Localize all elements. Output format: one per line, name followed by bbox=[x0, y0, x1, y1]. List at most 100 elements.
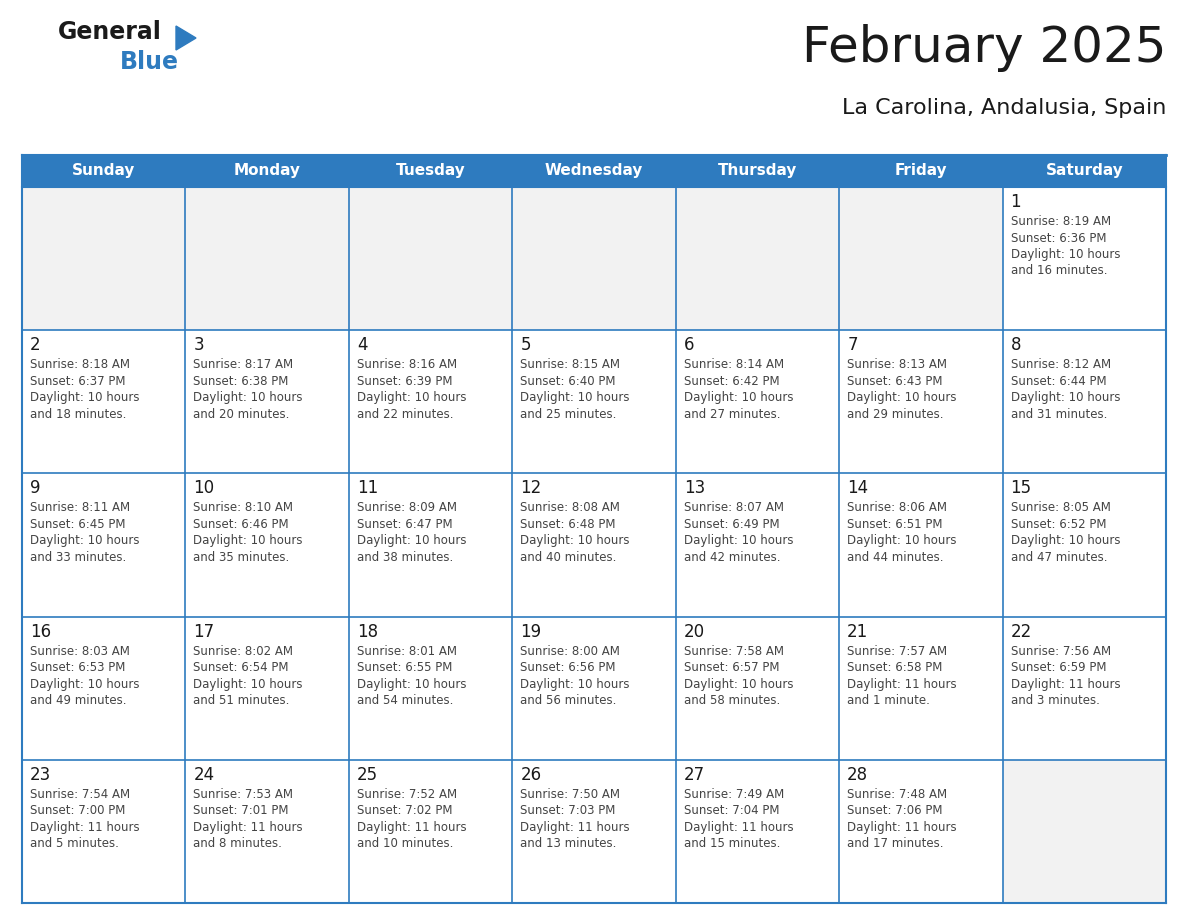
Bar bbox=[349, 330, 512, 474]
Text: Daylight: 10 hours: Daylight: 10 hours bbox=[847, 534, 956, 547]
Text: Sunrise: 7:53 AM: Sunrise: 7:53 AM bbox=[194, 788, 293, 800]
Text: Sunrise: 8:13 AM: Sunrise: 8:13 AM bbox=[847, 358, 947, 371]
Bar bbox=[839, 474, 1003, 617]
Text: Friday: Friday bbox=[895, 163, 947, 178]
Text: General: General bbox=[58, 20, 162, 44]
Text: Sunset: 6:36 PM: Sunset: 6:36 PM bbox=[1011, 231, 1106, 244]
Text: Daylight: 10 hours: Daylight: 10 hours bbox=[356, 534, 467, 547]
Text: 24: 24 bbox=[194, 766, 215, 784]
Text: Sunrise: 8:08 AM: Sunrise: 8:08 AM bbox=[520, 501, 620, 514]
Text: Daylight: 10 hours: Daylight: 10 hours bbox=[194, 677, 303, 690]
Text: 13: 13 bbox=[684, 479, 704, 498]
Bar bbox=[839, 187, 1003, 330]
Bar bbox=[512, 187, 676, 330]
Text: Daylight: 10 hours: Daylight: 10 hours bbox=[30, 391, 139, 404]
Text: Sunrise: 8:03 AM: Sunrise: 8:03 AM bbox=[30, 644, 129, 657]
Bar bbox=[1003, 760, 1165, 903]
Text: Sunset: 6:57 PM: Sunset: 6:57 PM bbox=[684, 661, 779, 674]
Text: Sunrise: 8:01 AM: Sunrise: 8:01 AM bbox=[356, 644, 457, 657]
Bar bbox=[23, 330, 185, 474]
Text: Sunset: 6:52 PM: Sunset: 6:52 PM bbox=[1011, 518, 1106, 531]
Text: Daylight: 11 hours: Daylight: 11 hours bbox=[356, 821, 467, 834]
Text: Sunrise: 8:07 AM: Sunrise: 8:07 AM bbox=[684, 501, 784, 514]
Text: Sunset: 7:03 PM: Sunset: 7:03 PM bbox=[520, 804, 615, 817]
Text: Sunset: 7:02 PM: Sunset: 7:02 PM bbox=[356, 804, 453, 817]
Bar bbox=[1003, 330, 1165, 474]
Bar bbox=[512, 760, 676, 903]
Text: Daylight: 10 hours: Daylight: 10 hours bbox=[356, 391, 467, 404]
Text: and 22 minutes.: and 22 minutes. bbox=[356, 408, 454, 420]
Text: Sunset: 6:45 PM: Sunset: 6:45 PM bbox=[30, 518, 126, 531]
Bar bbox=[512, 474, 676, 617]
Text: Daylight: 11 hours: Daylight: 11 hours bbox=[520, 821, 630, 834]
Text: Daylight: 10 hours: Daylight: 10 hours bbox=[194, 534, 303, 547]
Text: and 15 minutes.: and 15 minutes. bbox=[684, 837, 781, 850]
Text: 22: 22 bbox=[1011, 622, 1032, 641]
Text: 9: 9 bbox=[30, 479, 40, 498]
Text: Blue: Blue bbox=[120, 50, 179, 74]
Bar bbox=[1003, 187, 1165, 330]
Text: Sunrise: 7:49 AM: Sunrise: 7:49 AM bbox=[684, 788, 784, 800]
Text: Sunrise: 7:52 AM: Sunrise: 7:52 AM bbox=[356, 788, 457, 800]
Text: and 49 minutes.: and 49 minutes. bbox=[30, 694, 126, 707]
Text: Daylight: 10 hours: Daylight: 10 hours bbox=[1011, 534, 1120, 547]
Text: and 1 minute.: and 1 minute. bbox=[847, 694, 930, 707]
Text: Sunset: 6:40 PM: Sunset: 6:40 PM bbox=[520, 375, 615, 387]
Text: and 51 minutes.: and 51 minutes. bbox=[194, 694, 290, 707]
Bar bbox=[23, 617, 185, 760]
Text: Sunset: 6:48 PM: Sunset: 6:48 PM bbox=[520, 518, 615, 531]
Text: Sunset: 6:56 PM: Sunset: 6:56 PM bbox=[520, 661, 615, 674]
Text: Daylight: 10 hours: Daylight: 10 hours bbox=[684, 391, 794, 404]
Text: Daylight: 10 hours: Daylight: 10 hours bbox=[356, 677, 467, 690]
Text: Sunrise: 7:50 AM: Sunrise: 7:50 AM bbox=[520, 788, 620, 800]
Bar bbox=[676, 330, 839, 474]
Text: 23: 23 bbox=[30, 766, 51, 784]
Text: Sunrise: 8:15 AM: Sunrise: 8:15 AM bbox=[520, 358, 620, 371]
Bar bbox=[512, 617, 676, 760]
Bar bbox=[349, 617, 512, 760]
Text: Sunset: 6:59 PM: Sunset: 6:59 PM bbox=[1011, 661, 1106, 674]
Bar bbox=[1003, 474, 1165, 617]
Text: Daylight: 11 hours: Daylight: 11 hours bbox=[30, 821, 140, 834]
Text: Sunset: 6:58 PM: Sunset: 6:58 PM bbox=[847, 661, 942, 674]
Text: 7: 7 bbox=[847, 336, 858, 354]
Text: 4: 4 bbox=[356, 336, 367, 354]
Text: and 54 minutes.: and 54 minutes. bbox=[356, 694, 454, 707]
Text: February 2025: February 2025 bbox=[802, 24, 1165, 72]
Text: and 3 minutes.: and 3 minutes. bbox=[1011, 694, 1099, 707]
Text: 21: 21 bbox=[847, 622, 868, 641]
Bar bbox=[185, 760, 349, 903]
Text: Sunrise: 8:19 AM: Sunrise: 8:19 AM bbox=[1011, 215, 1111, 228]
Text: 27: 27 bbox=[684, 766, 704, 784]
Text: and 58 minutes.: and 58 minutes. bbox=[684, 694, 781, 707]
Text: and 5 minutes.: and 5 minutes. bbox=[30, 837, 119, 850]
Text: and 13 minutes.: and 13 minutes. bbox=[520, 837, 617, 850]
Text: and 20 minutes.: and 20 minutes. bbox=[194, 408, 290, 420]
Text: Daylight: 10 hours: Daylight: 10 hours bbox=[684, 677, 794, 690]
Text: and 8 minutes.: and 8 minutes. bbox=[194, 837, 283, 850]
Text: and 17 minutes.: and 17 minutes. bbox=[847, 837, 943, 850]
Bar bbox=[185, 617, 349, 760]
Text: Sunset: 7:04 PM: Sunset: 7:04 PM bbox=[684, 804, 779, 817]
Text: and 35 minutes.: and 35 minutes. bbox=[194, 551, 290, 564]
Text: Daylight: 11 hours: Daylight: 11 hours bbox=[847, 821, 956, 834]
Text: Daylight: 11 hours: Daylight: 11 hours bbox=[847, 677, 956, 690]
Bar bbox=[23, 474, 185, 617]
Text: 10: 10 bbox=[194, 479, 215, 498]
Text: La Carolina, Andalusia, Spain: La Carolina, Andalusia, Spain bbox=[841, 98, 1165, 118]
Text: Daylight: 10 hours: Daylight: 10 hours bbox=[30, 677, 139, 690]
Text: 8: 8 bbox=[1011, 336, 1020, 354]
Text: 19: 19 bbox=[520, 622, 542, 641]
Text: 12: 12 bbox=[520, 479, 542, 498]
Bar bbox=[839, 760, 1003, 903]
Text: 5: 5 bbox=[520, 336, 531, 354]
Text: Daylight: 10 hours: Daylight: 10 hours bbox=[847, 391, 956, 404]
Text: Daylight: 10 hours: Daylight: 10 hours bbox=[1011, 391, 1120, 404]
Bar bbox=[676, 474, 839, 617]
Text: Sunset: 6:37 PM: Sunset: 6:37 PM bbox=[30, 375, 126, 387]
Bar bbox=[676, 760, 839, 903]
Text: and 16 minutes.: and 16 minutes. bbox=[1011, 264, 1107, 277]
Text: Daylight: 10 hours: Daylight: 10 hours bbox=[520, 534, 630, 547]
Text: Sunrise: 7:57 AM: Sunrise: 7:57 AM bbox=[847, 644, 947, 657]
Text: Sunrise: 8:06 AM: Sunrise: 8:06 AM bbox=[847, 501, 947, 514]
